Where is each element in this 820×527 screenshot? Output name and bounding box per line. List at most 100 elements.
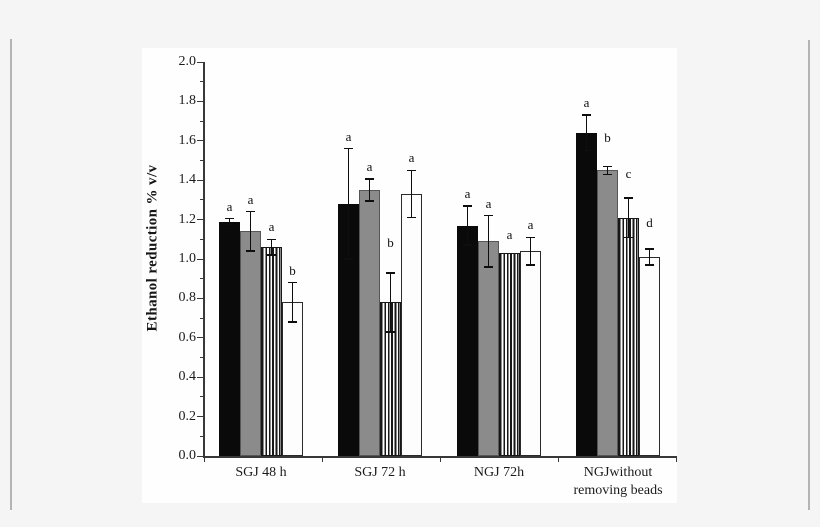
error-bar-cap-bottom (246, 250, 255, 252)
significance-letter: a (408, 150, 415, 166)
y-tick-label: 0.4 (178, 369, 197, 385)
y-tick-label: 1.8 (178, 93, 197, 109)
error-bar-cap-bottom (624, 236, 633, 239)
bar-white-4 (639, 257, 660, 456)
x-tick (557, 456, 559, 462)
error-bar-line (606, 166, 609, 175)
x-tick (203, 456, 205, 462)
error-bar-cap-top (365, 178, 374, 180)
y-major-tick (197, 258, 204, 260)
y-minor-tick (200, 357, 204, 358)
bar-striped-4 (618, 217, 639, 456)
y-major-tick (197, 100, 204, 102)
significance-letter: a (226, 198, 233, 214)
significance-letter: a (506, 227, 513, 243)
y-minor-tick (200, 435, 204, 437)
y-minor-tick (200, 199, 204, 201)
x-tick (321, 456, 323, 462)
y-major-tick (197, 376, 204, 378)
y-minor-tick (200, 278, 204, 280)
error-bar-line (249, 211, 252, 252)
bar-black-4 (576, 132, 597, 456)
error-bar-cap-top (288, 281, 297, 284)
x-tick (439, 456, 441, 462)
category-label: SGJ 48 h (235, 465, 287, 480)
y-major-tick (197, 337, 204, 339)
y-tick-label: 1.0 (178, 251, 197, 266)
significance-letter: c (625, 165, 632, 181)
error-bar-cap-top (645, 248, 654, 250)
error-bar-cap-top (526, 236, 535, 239)
error-bar-line (487, 215, 490, 267)
significance-letter: a (464, 185, 471, 201)
error-bar-line (291, 282, 294, 323)
error-bar-cap-bottom (526, 264, 535, 266)
error-bar-line (347, 148, 350, 259)
category-label: SGJ 72 h (354, 465, 406, 480)
bar-white-1 (282, 302, 303, 456)
category-label: NGJ 72h (473, 465, 525, 480)
y-tick-label: 2.0 (178, 54, 197, 69)
error-bar-line (389, 272, 392, 332)
significance-letter: a (268, 219, 275, 235)
bar-white-2 (401, 193, 422, 456)
error-bar-line (585, 115, 588, 151)
bar-black-2 (338, 203, 359, 456)
error-bar-cap-top (246, 210, 255, 213)
bar-gray-2 (359, 190, 380, 456)
bar-striped-1 (261, 247, 282, 456)
y-tick-label: 0.6 (178, 329, 197, 345)
error-bar-cap-bottom (463, 244, 472, 246)
y-minor-tick (200, 120, 204, 122)
y-major-tick (197, 61, 204, 63)
error-bar-cap-top (484, 214, 493, 217)
bar-striped-3 (499, 253, 520, 456)
error-bar-cap-bottom (582, 149, 591, 152)
y-minor-tick (200, 317, 204, 319)
y-tick-label: 0.2 (178, 408, 197, 424)
y-minor-tick (200, 396, 204, 398)
error-bar-cap-top (407, 169, 416, 172)
y-tick-label: 0.0 (178, 448, 197, 463)
error-bar-cap-bottom (365, 200, 374, 202)
y-minor-tick (200, 238, 204, 240)
error-bar-cap-bottom (386, 331, 395, 333)
bar-black-1 (219, 221, 240, 456)
error-bar-line (627, 197, 630, 238)
x-tick (675, 456, 677, 462)
error-bar-line (529, 237, 532, 265)
significance-letter: b (387, 234, 394, 250)
error-bar-line (466, 205, 469, 246)
error-bar-line (648, 249, 651, 265)
bar-white-3 (520, 251, 541, 456)
right-border-line (808, 40, 810, 510)
significance-letter: b (289, 262, 296, 278)
significance-letter: d (646, 215, 653, 231)
error-bar-cap-bottom (603, 173, 612, 176)
error-bar-cap-bottom (267, 254, 276, 256)
error-bar-line (270, 239, 273, 256)
y-major-tick (197, 219, 204, 221)
y-minor-tick (200, 81, 204, 83)
bar-gray-4 (597, 170, 618, 456)
significance-letter: b (604, 130, 611, 146)
significance-letter: a (345, 128, 352, 144)
y-minor-tick (200, 160, 204, 161)
y-major-tick (197, 297, 204, 299)
error-bar-line (228, 218, 231, 225)
y-tick-label: 1.2 (178, 211, 197, 227)
error-bar-cap-top (225, 217, 234, 220)
error-bar-cap-top (582, 114, 591, 116)
y-major-tick (197, 179, 204, 181)
bar-gray-1 (240, 231, 261, 456)
error-bar-cap-top (386, 272, 395, 274)
significance-letter: a (527, 217, 534, 233)
error-bar-line (410, 170, 413, 218)
error-bar-cap-top (603, 165, 612, 168)
significance-letter: a (583, 95, 590, 111)
y-axis-title: Ethanol reduction % v/v (144, 164, 161, 332)
significance-letter: a (485, 195, 492, 211)
bar-gray-3 (478, 241, 499, 456)
error-bar-cap-bottom (288, 321, 297, 323)
y-major-tick (197, 416, 204, 418)
